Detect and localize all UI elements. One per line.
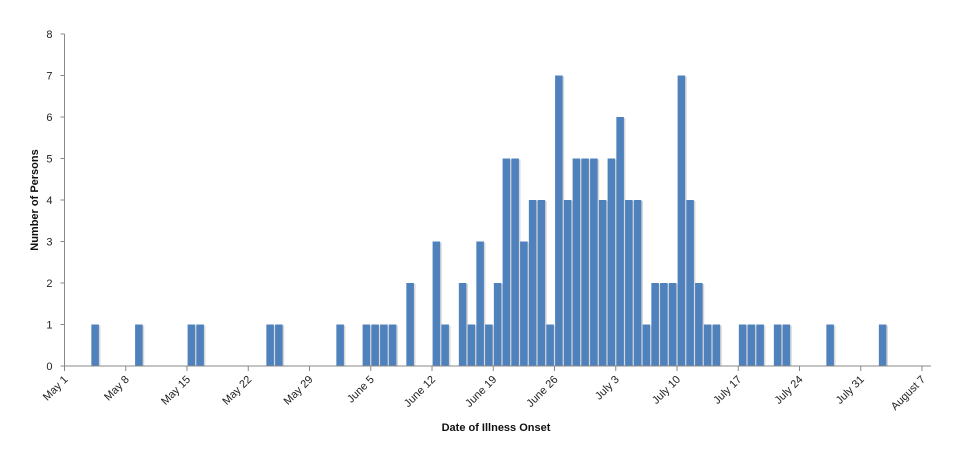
bar (502, 158, 511, 366)
bar (406, 283, 414, 366)
x-tick-label: May 29 (282, 374, 316, 408)
bar (511, 158, 519, 366)
bar (773, 324, 782, 366)
x-tick-label: June 12 (402, 374, 438, 410)
bar (616, 117, 624, 366)
bar (275, 324, 283, 366)
bar (590, 158, 598, 366)
bar (336, 324, 344, 366)
bar (563, 200, 572, 366)
x-tick-label: June 5 (345, 374, 377, 406)
bar (520, 241, 528, 366)
y-tick-label: 3 (46, 237, 52, 249)
bar (747, 324, 756, 366)
bar (528, 200, 537, 366)
x-tick-label: July 3 (593, 374, 622, 403)
x-tick-label: July 17 (711, 374, 744, 407)
y-tick-label: 7 (46, 71, 52, 83)
bar (660, 283, 668, 366)
x-tick-label: June 19 (463, 374, 499, 410)
bar (712, 324, 721, 366)
bar (878, 324, 887, 366)
y-tick-label: 5 (46, 154, 52, 166)
bar (625, 200, 633, 366)
bar (555, 75, 563, 366)
bar (607, 158, 616, 366)
bar (756, 324, 764, 366)
bar (546, 324, 554, 366)
x-tick-label: July 10 (650, 374, 683, 407)
bar (686, 200, 694, 366)
bar (388, 324, 397, 366)
bar (782, 324, 791, 366)
bar (476, 241, 484, 366)
bar (651, 283, 659, 366)
bar (738, 324, 747, 366)
x-tick-label: May 22 (220, 374, 254, 408)
bar (581, 158, 589, 366)
y-tick-label: 6 (46, 112, 52, 124)
x-tick-label: May 8 (102, 374, 132, 404)
y-tick-label: 4 (46, 195, 52, 207)
y-tick-label: 2 (46, 278, 52, 290)
bar (371, 324, 379, 366)
bar (432, 241, 441, 366)
bar (826, 324, 834, 366)
x-tick-label: June 26 (524, 374, 560, 410)
x-tick-label: May 1 (41, 374, 71, 404)
bar (572, 158, 581, 366)
bar (266, 324, 274, 366)
y-axis-title: Number of Persons (29, 149, 41, 250)
bars (91, 75, 888, 366)
bar (187, 324, 196, 366)
bar (695, 283, 703, 366)
bar (493, 283, 502, 366)
x-tick-label: July 31 (834, 374, 867, 407)
bar (703, 324, 712, 366)
bar (380, 324, 388, 366)
y-tick-label: 0 (46, 361, 52, 373)
x-tick-label: August 7 (889, 374, 928, 413)
bar (537, 200, 546, 366)
bar (362, 324, 371, 366)
x-tick-label: July 24 (772, 374, 805, 407)
bar (441, 324, 449, 366)
bar (668, 283, 677, 366)
x-tick-label: May 15 (159, 374, 193, 408)
bar (633, 200, 642, 366)
bar (196, 324, 204, 366)
bar (458, 283, 467, 366)
bar (598, 200, 607, 366)
y-tick-label: 1 (46, 320, 52, 332)
bar (677, 75, 686, 366)
bar (467, 324, 476, 366)
bar (91, 324, 99, 366)
bar (135, 324, 143, 366)
bar (485, 324, 493, 366)
x-axis-title: Date of Illness Onset (442, 422, 551, 434)
y-tick-label: 8 (46, 29, 52, 41)
bar (642, 324, 651, 366)
